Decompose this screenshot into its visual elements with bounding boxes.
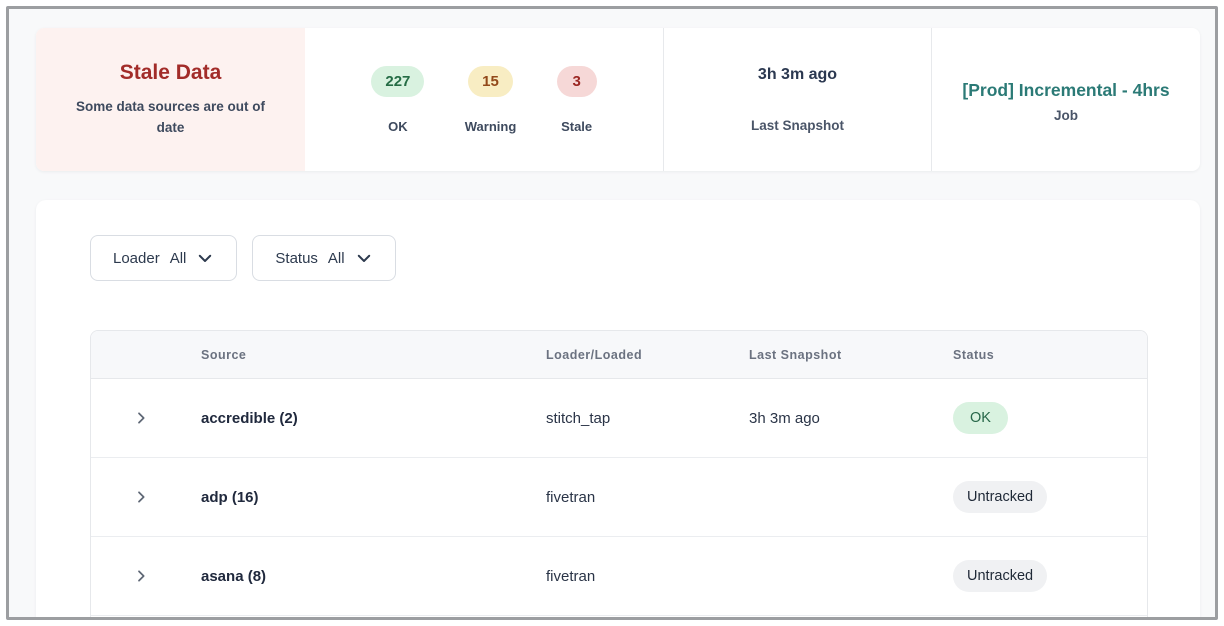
table-row[interactable]: accredible (2) stitch_tap 3h 3m ago OK xyxy=(91,379,1147,458)
ok-count-label: OK xyxy=(388,118,408,134)
column-header-loader: Loader/Loaded xyxy=(546,347,643,362)
loader-filter-value: All xyxy=(169,249,187,267)
ok-count-badge: 227 xyxy=(371,65,425,97)
chevron-right-icon xyxy=(138,570,145,582)
column-header-status: Status xyxy=(953,347,995,362)
status-badge: Untracked xyxy=(953,560,1048,592)
loader-filter-label: Loader xyxy=(113,249,160,267)
status-badge: OK xyxy=(953,402,1008,434)
overall-status-subtitle: Some data sources are out of date xyxy=(75,98,266,135)
column-header-snapshot: Last Snapshot xyxy=(749,347,842,362)
chevron-right-icon xyxy=(138,412,145,424)
stat-stale: 3 Stale xyxy=(556,65,597,134)
expand-row-button[interactable] xyxy=(91,489,201,505)
status-cell: Untracked xyxy=(953,481,1147,513)
last-snapshot-cell: 3h 3m ago xyxy=(749,409,820,427)
expand-row-button[interactable] xyxy=(91,568,201,584)
chevron-right-icon xyxy=(138,491,145,503)
status-badge: Untracked xyxy=(953,481,1048,513)
job-label: Job xyxy=(1053,108,1078,123)
warning-count-badge: 15 xyxy=(468,65,513,97)
column-header-source: Source xyxy=(201,347,247,362)
last-snapshot-panel: 3h 3m ago Last Snapshot xyxy=(664,28,931,171)
last-snapshot-value: 3h 3m ago xyxy=(757,66,838,83)
loader-filter-dropdown[interactable]: Loader All xyxy=(90,235,238,281)
stale-count-label: Stale xyxy=(561,118,593,134)
source-name: asana (8) xyxy=(201,567,267,585)
status-filter-label: Status xyxy=(275,249,318,267)
stat-warning: 15 Warning xyxy=(464,65,517,134)
status-cell: OK xyxy=(953,402,1147,434)
status-banner: Stale Data Some data sources are out of … xyxy=(36,28,1200,171)
divider xyxy=(931,28,932,171)
divider xyxy=(663,28,664,171)
job-panel: [Prod] Incremental - 4hrs Job xyxy=(932,28,1200,171)
expand-row-button[interactable] xyxy=(91,410,201,426)
loader-name: fivetran xyxy=(546,567,596,585)
table-clipped-row xyxy=(91,616,1147,617)
chevron-down-icon xyxy=(196,249,214,267)
table-row[interactable]: adp (16) fivetran Untracked xyxy=(91,458,1147,537)
source-name: accredible (2) xyxy=(201,409,298,427)
stale-count-badge: 3 xyxy=(556,65,597,97)
status-filter-value: All xyxy=(327,249,345,267)
last-snapshot-label: Last Snapshot xyxy=(750,118,844,133)
stat-ok: 227 OK xyxy=(371,65,425,134)
sources-card: Loader All Status All Source Loader/Load… xyxy=(36,200,1200,617)
warning-count-label: Warning xyxy=(464,118,517,134)
overall-status-title: Stale Data xyxy=(119,60,222,84)
overall-status-panel: Stale Data Some data sources are out of … xyxy=(36,28,305,171)
filter-bar: Loader All Status All xyxy=(90,235,1146,281)
source-name: adp (16) xyxy=(201,488,259,506)
table-row[interactable]: asana (8) fivetran Untracked xyxy=(91,537,1147,616)
status-filter-dropdown[interactable]: Status All xyxy=(252,235,396,281)
status-cell: Untracked xyxy=(953,560,1147,592)
loader-name: stitch_tap xyxy=(546,409,611,427)
loader-name: fivetran xyxy=(546,488,596,506)
chevron-down-icon xyxy=(355,249,373,267)
app-window: Stale Data Some data sources are out of … xyxy=(6,6,1218,620)
job-link[interactable]: [Prod] Incremental - 4hrs xyxy=(962,80,1170,100)
sources-table: Source Loader/Loaded Last Snapshot Statu… xyxy=(90,330,1148,617)
table-header-row: Source Loader/Loaded Last Snapshot Statu… xyxy=(91,331,1147,379)
status-counts: 227 OK 15 Warning 3 Stale xyxy=(305,28,663,171)
